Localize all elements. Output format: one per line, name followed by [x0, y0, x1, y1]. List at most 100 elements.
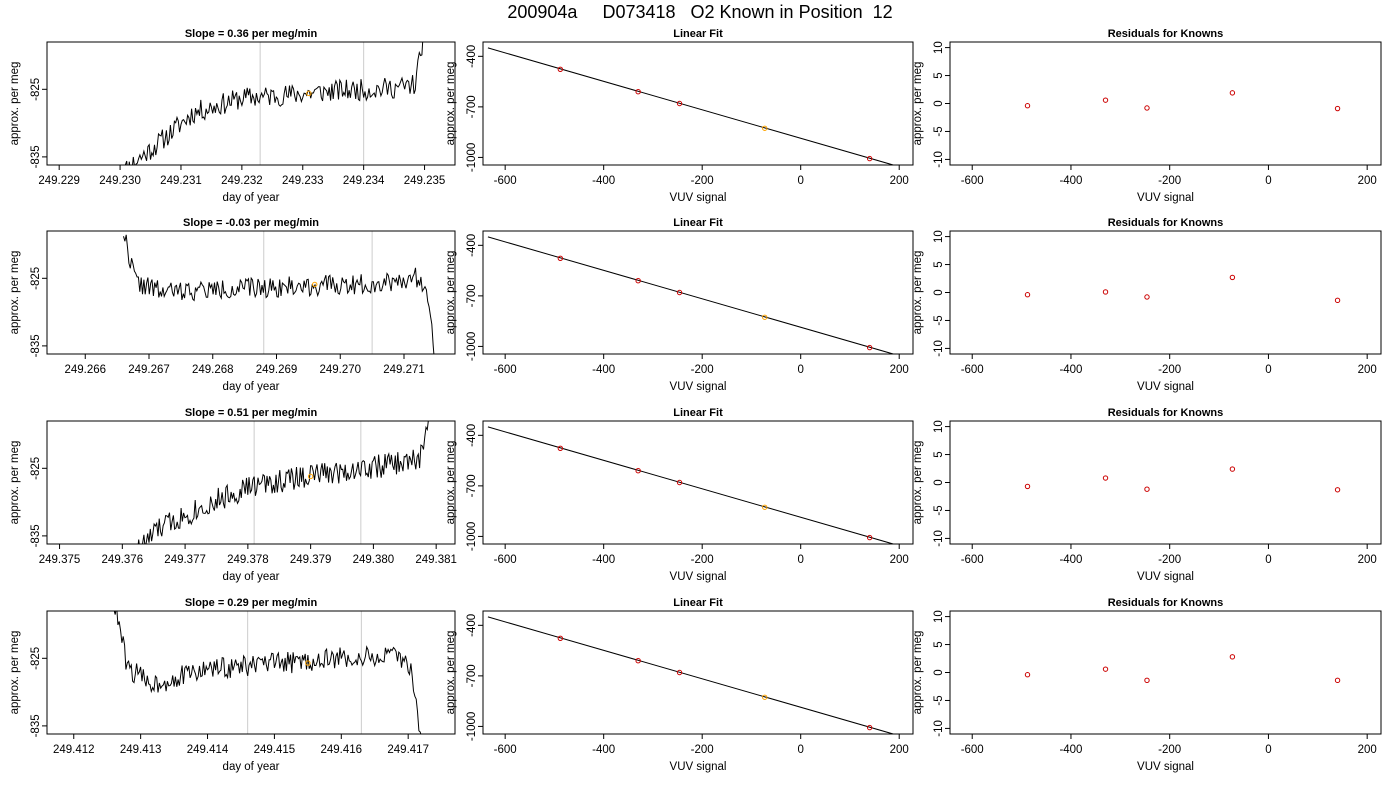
y-tick-label: 10 [933, 230, 945, 243]
x-tick-label: 249.417 [387, 744, 429, 756]
x-tick-label: 0 [1265, 554, 1271, 566]
plot-frame [949, 41, 1382, 166]
x-axis-label: day of year [223, 571, 280, 583]
y-axis-label: approx. per meg [445, 631, 457, 715]
x-tick-label: 249.375 [39, 554, 81, 566]
x-tick-label: -200 [691, 554, 714, 566]
linear-fit-panel-row4: Linear Fit -600 -400 -200 0 200 -400 -700 -1000 V… [445, 597, 914, 773]
x-tick-label: -200 [1158, 175, 1181, 187]
known-point [635, 658, 641, 664]
x-tick-label: 200 [890, 554, 909, 566]
x-tick-label: -600 [961, 744, 984, 756]
x-tick-label: 200 [1358, 744, 1377, 756]
x-tick-label: -600 [961, 364, 984, 376]
panel-title: Slope = 0.36 per meg/min [185, 28, 318, 40]
x-tick-label: -200 [691, 175, 714, 187]
x-axis-label: VUV signal [1137, 761, 1194, 773]
y-tick-label: 5 [933, 641, 945, 647]
x-axis-label: VUV signal [1137, 381, 1194, 393]
x-tick-label: 249.267 [128, 364, 170, 376]
y-tick-label: -400 [466, 234, 478, 257]
fit-line [487, 47, 896, 165]
y-tick-label: 10 [933, 41, 945, 54]
linear-fit-panel-row1: Linear Fit -600 -400 -200 0 200 -400 -700 -1000 V… [445, 28, 914, 204]
y-tick-label: -825 [30, 457, 42, 480]
known-point [635, 468, 641, 474]
y-tick-label: 0 [933, 479, 945, 485]
residuals-panel-row3: Residuals for Knowns -600 -400 -200 0 200 -10 -… [912, 407, 1382, 583]
plot-frame [482, 41, 914, 166]
x-tick-label: 249.412 [53, 744, 95, 756]
panel-title: Residuals for Knowns [1108, 28, 1224, 40]
y-axis-label: approx. per meg [9, 251, 21, 335]
x-axis-label: VUV signal [1137, 192, 1194, 204]
x-tick-label: 249.380 [353, 554, 395, 566]
plot-frame [46, 610, 456, 735]
y-tick-label: -835 [30, 714, 42, 737]
y-axis-label: approx. per meg [912, 251, 924, 335]
x-tick-label: 0 [797, 744, 803, 756]
plot-area [1024, 274, 1341, 304]
x-tick-label: 249.413 [120, 744, 162, 756]
known-point [557, 255, 564, 261]
x-axis-label: VUV signal [670, 381, 727, 393]
known-point [1334, 487, 1341, 493]
panel-title: Residuals for Knowns [1108, 597, 1224, 609]
y-tick-label: 5 [933, 72, 945, 78]
x-tick-label: 249.416 [321, 744, 363, 756]
fit-line [487, 236, 896, 354]
plot-area [1024, 466, 1341, 493]
known-point [1102, 97, 1109, 103]
y-axis-label: approx. per meg [912, 631, 924, 715]
x-tick-label: 249.269 [256, 364, 298, 376]
known-point [676, 100, 683, 107]
x-tick-label: 249.376 [102, 554, 144, 566]
y-tick-label: -825 [30, 267, 42, 290]
trace-panel-row4: Slope = 0.29 per meg/min 249.412 249.413 24… [9, 597, 456, 773]
known-point [1334, 105, 1341, 112]
y-axis-label: approx. per meg [445, 441, 457, 525]
y-tick-label: -700 [466, 474, 478, 497]
y-axis-label: approx. per meg [912, 62, 924, 146]
plot-area [113, 611, 422, 734]
y-tick-label: 0 [933, 289, 945, 295]
plot-frame [482, 230, 914, 355]
y-tick-label: -5 [933, 695, 945, 705]
x-tick-label: 249.235 [404, 175, 446, 187]
highlight-point [307, 473, 314, 480]
x-tick-label: 249.414 [187, 744, 229, 756]
known-point [1144, 486, 1150, 492]
highlight-point [305, 660, 311, 666]
x-axis-label: day of year [223, 381, 280, 393]
x-tick-label: -600 [494, 554, 517, 566]
y-tick-label: -10 [933, 340, 945, 357]
plot-area [487, 426, 896, 544]
known-point [1024, 292, 1031, 298]
linear-fit-panel-row2: Linear Fit -600 -400 -200 0 200 -400 -700 -1000 V… [445, 217, 914, 393]
trace-panel-row1: Slope = 0.36 per meg/min 249.229 249.230 24… [9, 28, 456, 204]
x-tick-label: 200 [890, 175, 909, 187]
y-tick-label: -700 [466, 664, 478, 687]
x-tick-label: 0 [1265, 175, 1271, 187]
x-tick-label: 0 [1265, 744, 1271, 756]
residuals-panel-row2: Residuals for Knowns -600 -400 -200 0 200 -10 -… [912, 217, 1382, 393]
y-tick-label: 5 [933, 451, 945, 457]
x-tick-label: 249.378 [227, 554, 269, 566]
known-point [1229, 90, 1236, 96]
plot-frame [949, 230, 1382, 355]
x-tick-label: 200 [1358, 175, 1377, 187]
x-tick-label: -400 [592, 364, 615, 376]
y-tick-label: -5 [933, 126, 945, 136]
panel-title: Residuals for Knowns [1108, 217, 1224, 229]
x-axis-label: VUV signal [670, 571, 727, 583]
x-axis-label: day of year [223, 761, 280, 773]
known-point [866, 155, 873, 162]
y-tick-label: -10 [933, 530, 945, 547]
known-point [1229, 654, 1236, 660]
x-tick-label: 249.230 [99, 175, 141, 187]
plot-frame [482, 420, 914, 545]
y-tick-label: -700 [466, 284, 478, 307]
y-tick-label: -1000 [466, 143, 478, 172]
known-point [1024, 672, 1031, 678]
